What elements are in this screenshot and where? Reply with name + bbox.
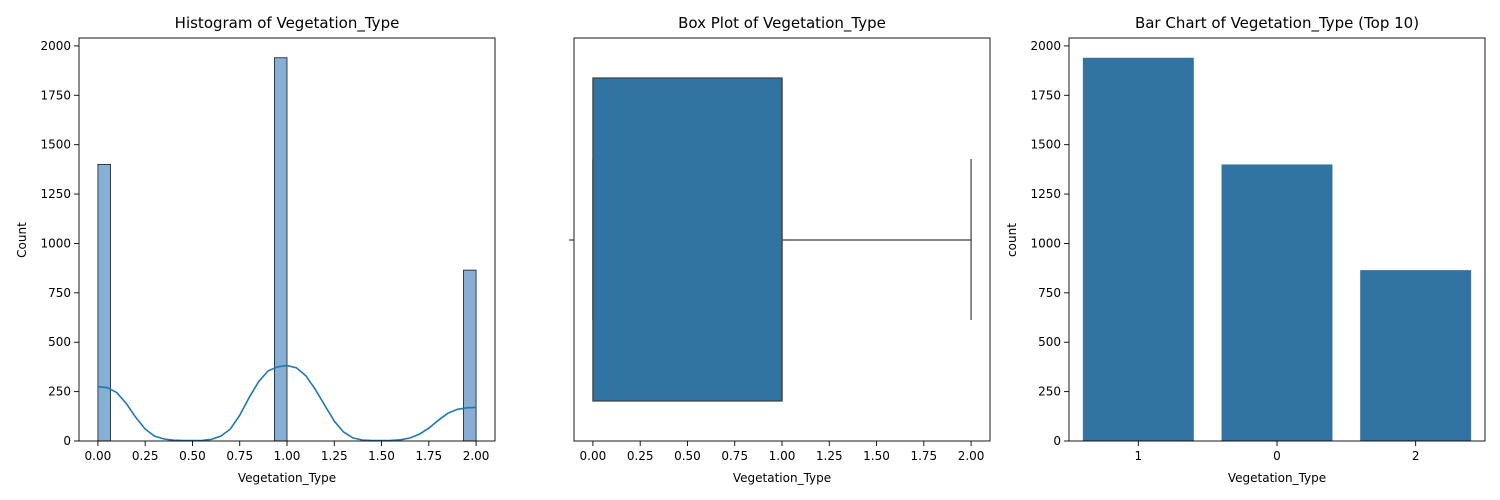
y-tick-label: 1250 bbox=[1030, 187, 1061, 201]
x-tick-label: 1.00 bbox=[274, 449, 301, 463]
x-tick-label: 1 bbox=[1135, 449, 1143, 463]
histogram-yticks: 0 250 500 750 1000 1250 1500 1750 2000 bbox=[40, 39, 79, 448]
y-tick-label: 1000 bbox=[40, 236, 71, 250]
y-tick-label: 500 bbox=[1038, 335, 1061, 349]
x-tick-label: 0.75 bbox=[226, 449, 253, 463]
histogram-ylabel: Count bbox=[15, 222, 29, 258]
x-tick-label: 2.00 bbox=[958, 449, 985, 463]
y-tick-label: 750 bbox=[48, 286, 71, 300]
histogram-panel: Histogram of Vegetation_Type Vegetation_… bbox=[15, 14, 496, 485]
boxplot-plot-area bbox=[592, 77, 972, 402]
x-tick-label: 0.00 bbox=[580, 449, 607, 463]
y-tick-label: 0 bbox=[63, 434, 71, 448]
histogram-bar bbox=[273, 57, 288, 442]
boxplot-xlabel: Vegetation_Type bbox=[733, 471, 831, 485]
x-tick-label: 0.75 bbox=[721, 449, 748, 463]
x-tick-label: 2 bbox=[1412, 449, 1420, 463]
x-tick-label: 1.25 bbox=[321, 449, 348, 463]
barchart-panel: Bar Chart of Vegetation_Type (Top 10) Ve… bbox=[1005, 14, 1486, 485]
bar bbox=[1360, 270, 1472, 441]
y-tick-label: 1750 bbox=[1030, 88, 1061, 102]
x-tick-label: 1.50 bbox=[368, 449, 395, 463]
barchart-title: Bar Chart of Vegetation_Type (Top 10) bbox=[1135, 14, 1419, 33]
x-tick-label: 0 bbox=[1273, 449, 1281, 463]
histogram-plot-area bbox=[97, 57, 477, 442]
x-tick-label: 1.25 bbox=[816, 449, 843, 463]
boxplot-xticks: 0.00 0.25 0.50 0.75 1.00 1.25 1.50 1.75 2.00 bbox=[580, 441, 985, 463]
x-tick-label: 1.75 bbox=[910, 449, 937, 463]
barchart-yticks: 0 250 500 750 1000 1250 1500 1750 2000 bbox=[1030, 39, 1069, 448]
x-tick-label: 1.00 bbox=[769, 449, 796, 463]
y-tick-label: 1000 bbox=[1030, 236, 1061, 250]
x-tick-label: 0.25 bbox=[132, 449, 159, 463]
y-tick-label: 500 bbox=[48, 335, 71, 349]
x-tick-label: 1.75 bbox=[415, 449, 442, 463]
y-tick-label: 1500 bbox=[1030, 138, 1061, 152]
barchart-xticks: 1 0 2 bbox=[1135, 441, 1420, 463]
y-tick-label: 2000 bbox=[1030, 39, 1061, 53]
histogram-xticks: 0.00 0.25 0.50 0.75 1.00 1.25 1.50 1.75 2.00 bbox=[85, 441, 490, 463]
y-tick-label: 250 bbox=[48, 385, 71, 399]
boxplot-box bbox=[592, 77, 783, 402]
y-tick-label: 2000 bbox=[40, 39, 71, 53]
y-tick-label: 250 bbox=[1038, 385, 1061, 399]
x-tick-label: 0.50 bbox=[179, 449, 206, 463]
histogram-xlabel: Vegetation_Type bbox=[238, 471, 336, 485]
bar bbox=[1082, 57, 1194, 441]
histogram-title: Histogram of Vegetation_Type bbox=[175, 14, 400, 33]
histogram-bar bbox=[463, 269, 477, 442]
boxplot-title: Box Plot of Vegetation_Type bbox=[678, 14, 886, 33]
x-tick-label: 0.50 bbox=[674, 449, 701, 463]
y-tick-label: 1250 bbox=[40, 187, 71, 201]
barchart-plot-area bbox=[1082, 57, 1472, 441]
barchart-ylabel: count bbox=[1005, 223, 1019, 257]
y-tick-label: 0 bbox=[1053, 434, 1061, 448]
y-tick-label: 1500 bbox=[40, 138, 71, 152]
x-tick-label: 2.00 bbox=[463, 449, 490, 463]
bar bbox=[1221, 164, 1333, 441]
x-tick-label: 1.50 bbox=[863, 449, 890, 463]
x-tick-label: 0.00 bbox=[85, 449, 112, 463]
kde-line bbox=[97, 364, 477, 442]
boxplot-panel: Box Plot of Vegetation_Type Vegetation_T… bbox=[569, 14, 991, 485]
x-tick-label: 0.25 bbox=[627, 449, 654, 463]
y-tick-label: 1750 bbox=[40, 88, 71, 102]
y-tick-label: 750 bbox=[1038, 286, 1061, 300]
barchart-xlabel: Vegetation_Type bbox=[1228, 471, 1326, 485]
histogram-bar bbox=[97, 164, 111, 442]
